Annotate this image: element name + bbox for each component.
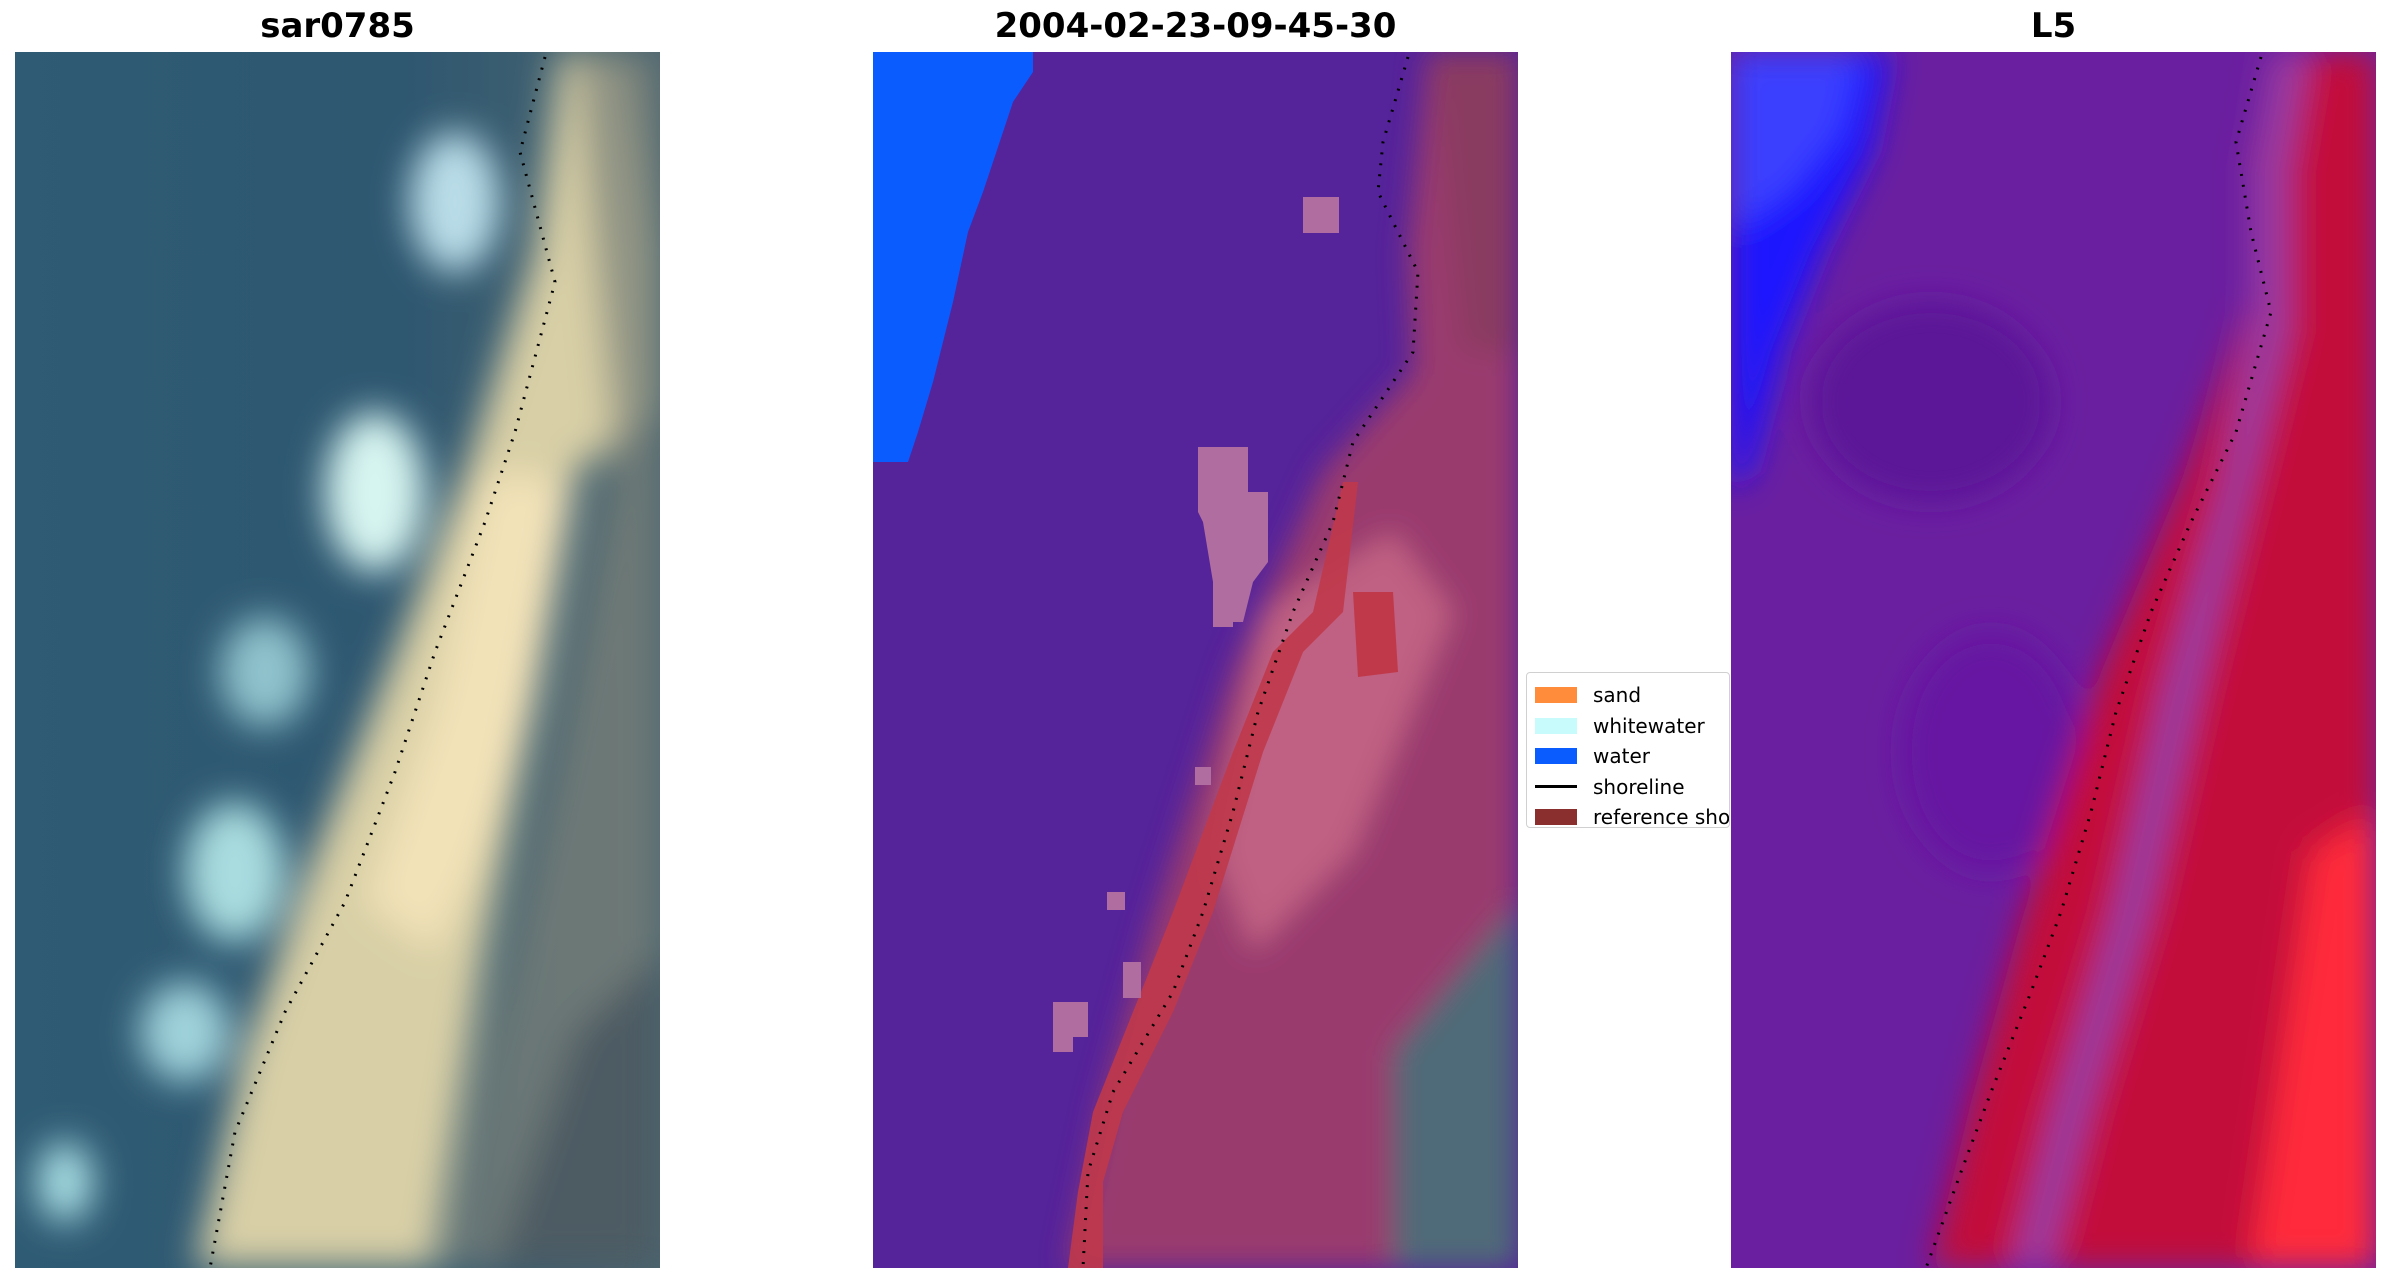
legend-item-shoreline: shoreline: [1535, 772, 1729, 803]
legend-label-whitewater: whitewater: [1593, 713, 1705, 738]
legend-item-whitewater: whitewater: [1535, 711, 1729, 742]
classified-image: [873, 52, 1518, 1268]
legend-swatch-whitewater: [1535, 717, 1577, 734]
classified-image-panel: [873, 52, 1518, 1268]
legend-swatch-sand: [1535, 687, 1577, 704]
legend: sand whitewater water shoreline referenc…: [1526, 672, 1730, 828]
legend-label-sand: sand: [1593, 683, 1642, 708]
rgb-image: [15, 52, 660, 1268]
legend-label-water: water: [1593, 744, 1650, 769]
legend-swatch-reference-shoreline: [1535, 809, 1577, 826]
legend-item-reference-shoreline: reference shoreline: [1535, 802, 1730, 828]
water-region: [873, 52, 1033, 462]
rgb-image-panel: [15, 52, 660, 1268]
legend-label-reference-shoreline: reference shoreline: [1593, 805, 1730, 828]
panel-title-classified: 2004-02-23-09-45-30: [994, 6, 1397, 46]
legend-item-water: water: [1535, 741, 1729, 772]
legend-swatch-shoreline: [1535, 785, 1577, 789]
panel-title-rgb: sar0785: [260, 6, 415, 46]
legend-label-shoreline: shoreline: [1593, 774, 1685, 799]
legend-item-sand: sand: [1535, 680, 1729, 711]
index-image-panel: [1731, 52, 2376, 1268]
shoreline-line: [208, 56, 557, 1268]
legend-swatch-water: [1535, 748, 1577, 765]
index-image: [1731, 52, 2376, 1268]
panel-title-index: L5: [2030, 6, 2077, 46]
shoreline-line: [1924, 56, 2273, 1268]
